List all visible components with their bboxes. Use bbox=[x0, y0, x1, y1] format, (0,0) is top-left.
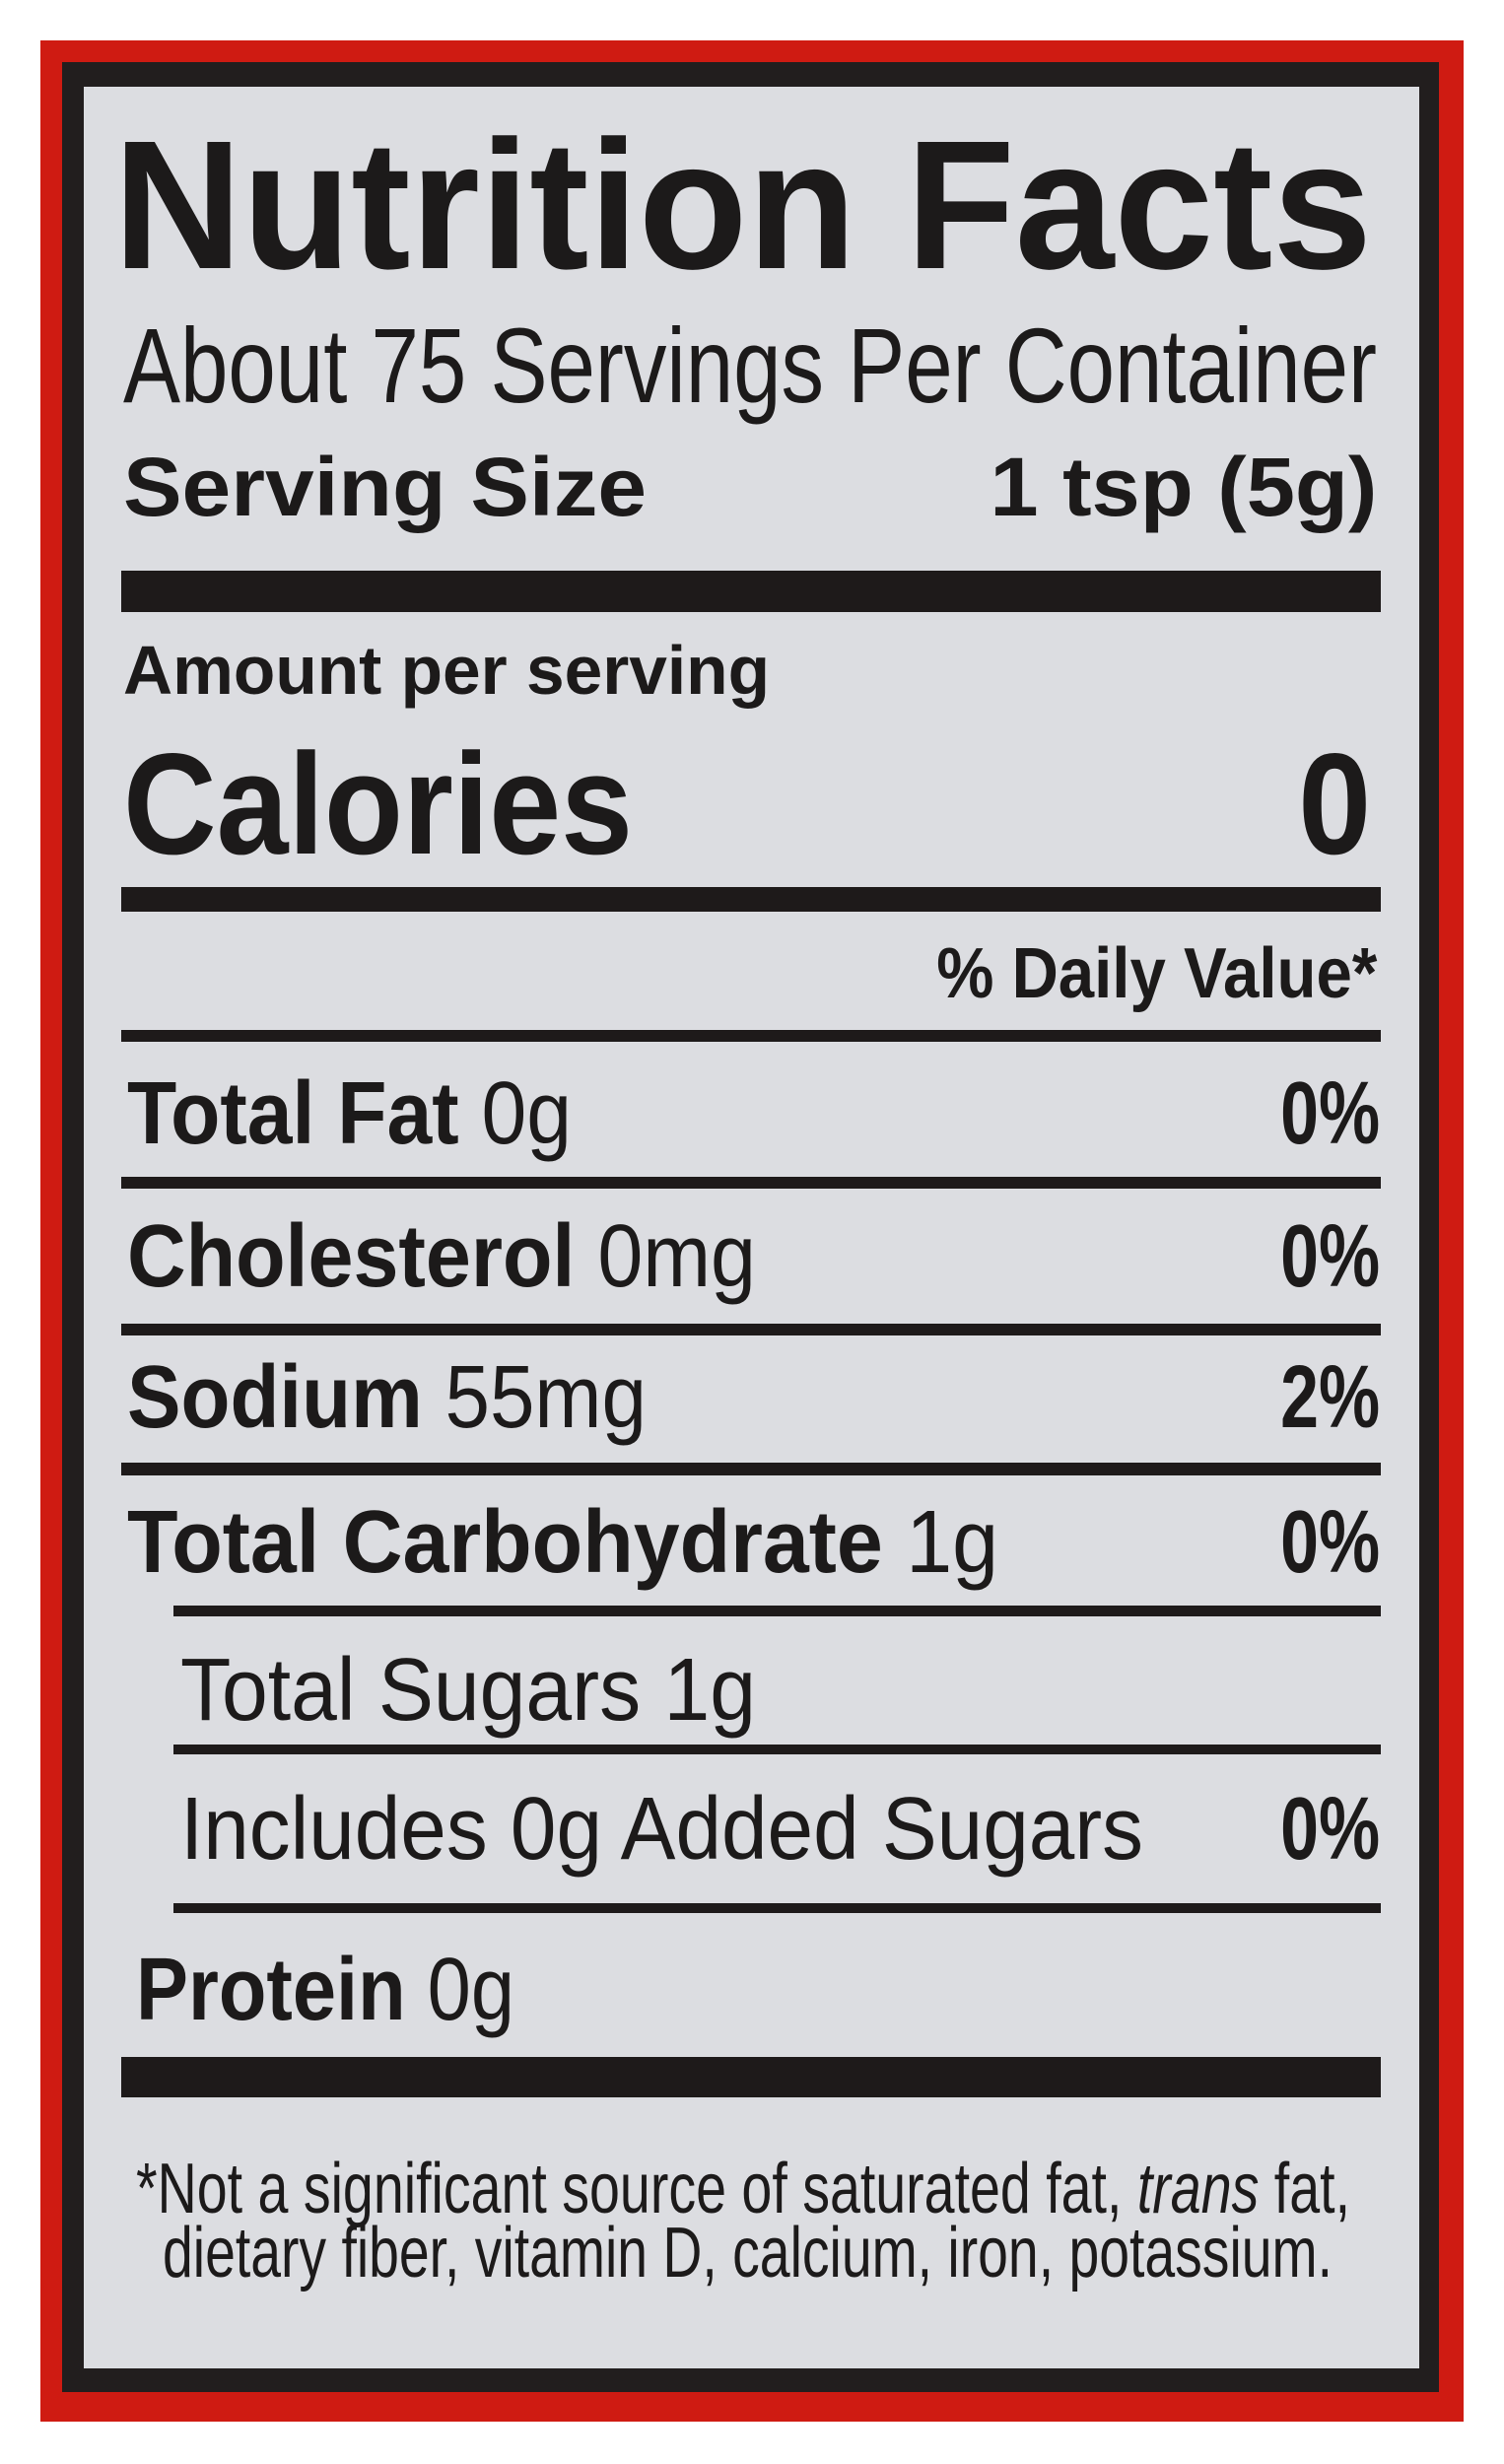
serving-size-label: Serving Size bbox=[123, 441, 647, 533]
nutrient-total-fat: Total Fat 0g bbox=[127, 1069, 572, 1158]
divider bbox=[121, 1463, 1381, 1475]
nutrient-dv: 0% bbox=[1280, 1493, 1380, 1592]
servings-per-container: About 75 Servings Per Container bbox=[123, 306, 1377, 425]
nutrient-added-sugars: Includes 0g Added Sugars bbox=[180, 1780, 1143, 1879]
indented-divider bbox=[173, 1606, 1381, 1616]
nutrient-amount: 0mg bbox=[575, 1207, 756, 1306]
nutrient-cholesterol: Cholesterol 0mg bbox=[127, 1212, 756, 1301]
divider bbox=[121, 1030, 1381, 1042]
nutrient-sodium: Sodium 55mg bbox=[127, 1353, 647, 1442]
calories-label: Calories bbox=[123, 723, 633, 884]
divider bbox=[121, 1324, 1381, 1335]
footnote-italic: trans bbox=[1136, 2150, 1260, 2228]
nutrient-protein: Protein 0g bbox=[136, 1946, 514, 2034]
nutrient-total-sugars: Total Sugars 1g bbox=[180, 1641, 756, 1740]
thick-divider bbox=[121, 2057, 1381, 2097]
indented-divider bbox=[173, 1745, 1381, 1754]
nutrient-amount: 1g bbox=[882, 1493, 998, 1592]
nutrition-panel bbox=[84, 87, 1419, 2368]
nutrient-amount: 0g bbox=[405, 1941, 514, 2039]
medium-divider bbox=[121, 887, 1381, 912]
nutrient-total-carbohydrate: Total Carbohydrate 1g bbox=[127, 1498, 998, 1587]
calories-value: 0 bbox=[1298, 723, 1371, 884]
nutrient-dv: 2% bbox=[1280, 1348, 1380, 1447]
nutrient-dv: 0% bbox=[1280, 1780, 1380, 1879]
label-title: Nutrition Facts bbox=[113, 103, 1372, 308]
nutrient-name: Total Carbohydrate bbox=[127, 1493, 883, 1592]
footnote-text: fat, bbox=[1259, 2150, 1350, 2228]
nutrient-amount: 0g bbox=[458, 1064, 572, 1163]
footnote-text: *Not a significant source of saturated f… bbox=[136, 2150, 1137, 2228]
serving-size-value: 1 tsp (5g) bbox=[990, 441, 1377, 533]
footnote-line-2: dietary fiber, vitamin D, calcium, iron,… bbox=[163, 2214, 1333, 2293]
nutrient-name: Total Fat bbox=[127, 1064, 459, 1163]
nutrient-name: Cholesterol bbox=[127, 1207, 576, 1306]
nutrient-name: Protein bbox=[136, 1941, 406, 2039]
daily-value-header: % Daily Value* bbox=[936, 934, 1377, 1013]
divider bbox=[121, 1177, 1381, 1189]
nutrient-dv: 0% bbox=[1280, 1207, 1380, 1306]
amount-per-serving: Amount per serving bbox=[123, 632, 770, 709]
footnote-line-1: *Not a significant source of saturated f… bbox=[136, 2154, 1350, 2224]
indented-divider bbox=[173, 1903, 1381, 1913]
nutrient-dv: 0% bbox=[1280, 1064, 1380, 1163]
thick-divider bbox=[121, 571, 1381, 612]
nutrient-amount: 55mg bbox=[422, 1348, 647, 1447]
nutrient-name: Sodium bbox=[127, 1348, 423, 1447]
